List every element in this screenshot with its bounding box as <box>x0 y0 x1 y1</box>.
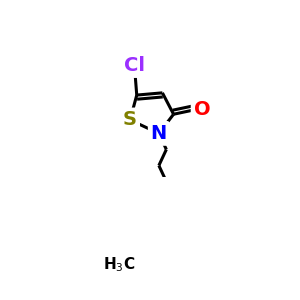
Text: H$_3$C: H$_3$C <box>103 255 135 274</box>
Text: Cl: Cl <box>124 56 146 75</box>
Text: S: S <box>123 110 137 130</box>
Text: O: O <box>194 100 210 119</box>
Text: N: N <box>151 124 167 143</box>
